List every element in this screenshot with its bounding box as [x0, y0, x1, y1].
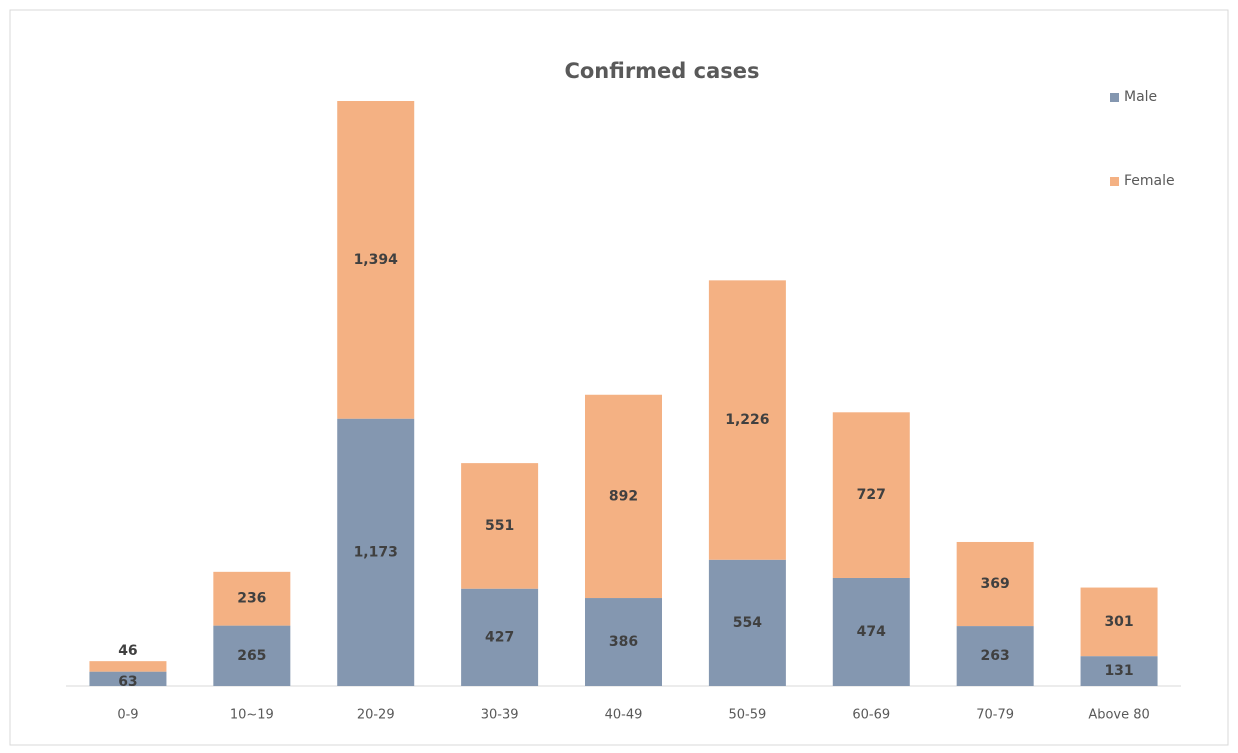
bar-segment: [89, 671, 167, 686]
data-label: 554: [733, 615, 762, 631]
bar-segment: [337, 101, 415, 419]
x-tick-label: 10~19: [230, 708, 274, 723]
data-label: 727: [857, 487, 886, 503]
data-label: 1,173: [354, 544, 398, 560]
x-tick-label: 0-9: [117, 708, 138, 723]
bar-segment: [708, 559, 786, 686]
bar-segment: [956, 541, 1034, 627]
data-label: 263: [981, 648, 1010, 664]
data-label: 131: [1104, 663, 1133, 679]
data-label: 301: [1104, 614, 1133, 630]
legend-label: Male: [1124, 89, 1157, 105]
bar-segment: [461, 463, 539, 589]
bar-segment: [461, 588, 539, 686]
data-label: 386: [609, 634, 638, 650]
bar-segment: [585, 598, 662, 686]
data-label: 551: [485, 518, 514, 534]
x-tick-label: 70-79: [976, 708, 1014, 723]
bar-segment: [585, 394, 662, 599]
bar-segment: [708, 280, 786, 560]
legend-label: Female: [1124, 173, 1175, 189]
bar-segment: [213, 571, 291, 626]
chart-title: Confirmed cases: [564, 59, 759, 83]
bar-segment: [1080, 587, 1158, 657]
data-label: 369: [981, 576, 1010, 592]
bar-segment: [1080, 656, 1158, 686]
data-label: 265: [237, 648, 266, 664]
bar-segment: [832, 412, 910, 578]
data-label: 236: [237, 591, 266, 607]
legend-swatch: [1110, 93, 1119, 102]
x-tick-label: 20-29: [357, 708, 395, 723]
legend-swatch: [1110, 177, 1119, 186]
x-tick-label: 50-59: [728, 708, 766, 723]
x-tick-label: 30-39: [481, 708, 519, 723]
data-label: 474: [857, 624, 886, 640]
data-label: 63: [118, 674, 137, 690]
data-label: 1,394: [354, 252, 399, 268]
x-tick-label: Above 80: [1088, 708, 1149, 723]
x-tick-label: 40-49: [605, 708, 643, 723]
bar-segment: [832, 577, 910, 686]
data-label: 892: [609, 488, 638, 504]
data-label: 427: [485, 629, 514, 645]
data-label: 1,226: [725, 412, 769, 428]
bar-segment: [337, 418, 415, 686]
bar-segment: [89, 661, 167, 672]
bar-segment: [213, 625, 291, 686]
x-tick-label: 60-69: [852, 708, 890, 723]
bar-segment: [956, 626, 1034, 686]
data-label: 46: [118, 643, 137, 659]
